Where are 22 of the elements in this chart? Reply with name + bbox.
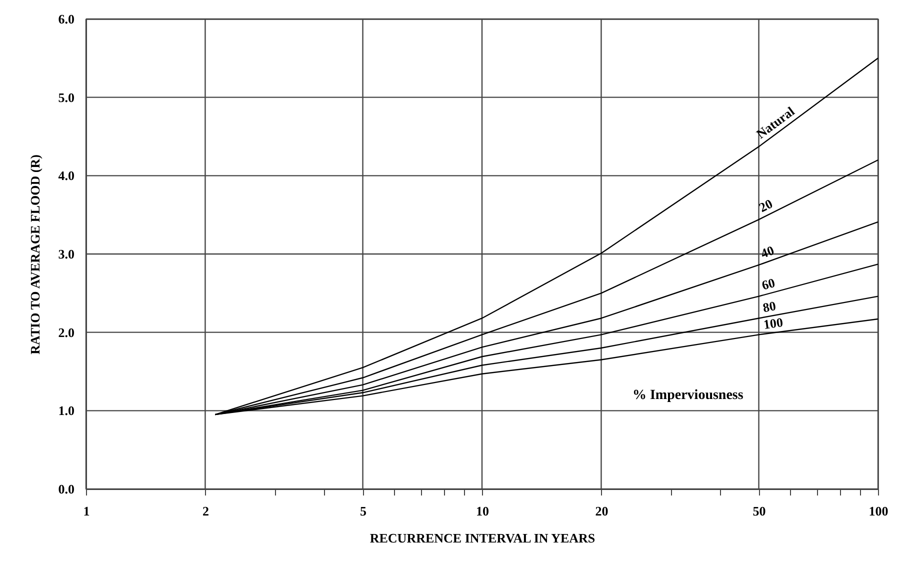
text: 60 bbox=[760, 274, 777, 293]
y-tick-label: 0.0 bbox=[58, 482, 74, 496]
x-tick-label: 100 bbox=[868, 504, 888, 518]
y-axis-title: RATIO TO AVERAGE FLOOD (R) bbox=[27, 154, 42, 354]
y-tick-label: 5.0 bbox=[58, 90, 74, 105]
annotation: % Imperviousness bbox=[632, 388, 744, 403]
y-tick-label: 4.0 bbox=[58, 168, 74, 184]
y-tick-label: 6.0 bbox=[58, 12, 74, 26]
x-tick-label: 5 bbox=[360, 504, 368, 518]
x-tick-label: 50 bbox=[752, 504, 766, 518]
x-tick-label: 1 bbox=[83, 504, 90, 518]
y-tick-label: 2.0 bbox=[58, 324, 74, 340]
y-tick-label: 1.0 bbox=[58, 403, 74, 418]
text: 80 bbox=[762, 298, 778, 316]
x-axis-title: RECURRENCE INTERVAL IN YEARS bbox=[370, 530, 596, 546]
text: 100 bbox=[762, 314, 784, 332]
x-tick-label: 10 bbox=[476, 504, 489, 518]
text: 20 bbox=[756, 196, 775, 216]
text: 40 bbox=[758, 242, 776, 262]
x-tick-label: 2 bbox=[202, 504, 209, 518]
y-tick-label: 3.0 bbox=[58, 246, 74, 262]
x-tick-label: 20 bbox=[595, 504, 608, 518]
